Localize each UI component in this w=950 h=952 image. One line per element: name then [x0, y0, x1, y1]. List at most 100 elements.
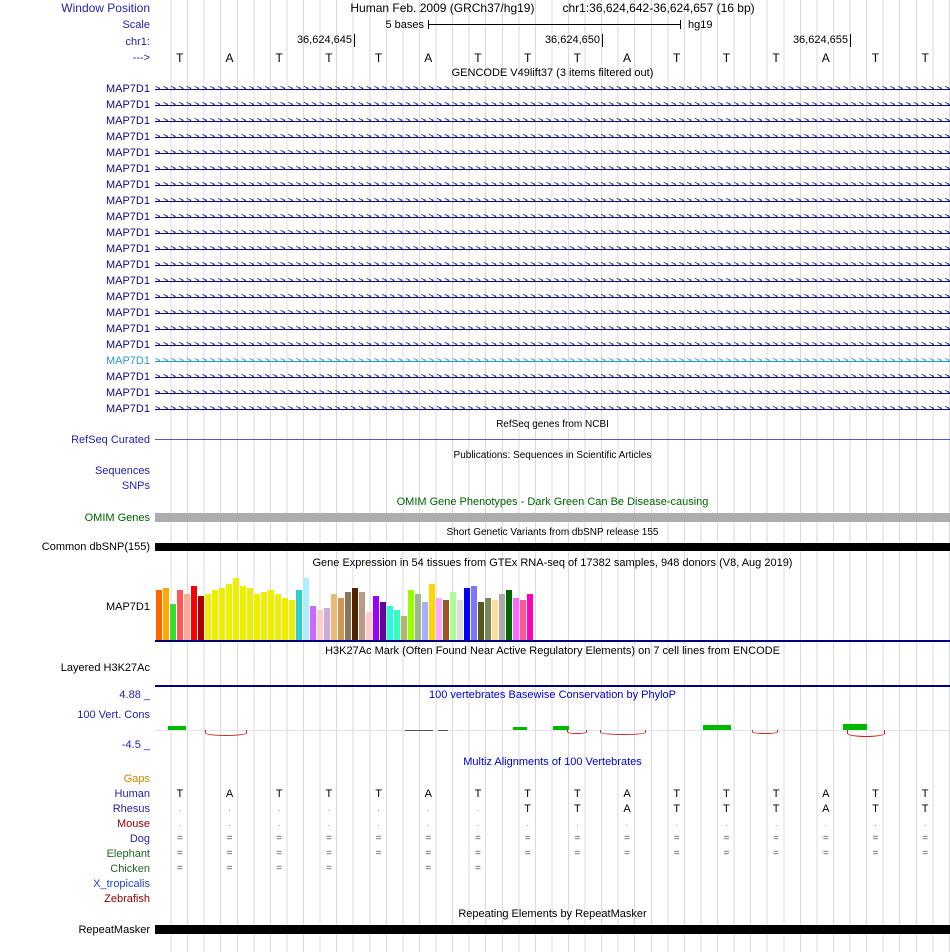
- gene-transcript-6[interactable]: >>>>>>>>>>>>>>>>>>>>>>>>>>>>>>>>>>>>>>>>…: [155, 161, 950, 177]
- gtex-tissue-bar[interactable]: [380, 602, 386, 640]
- gtex-tissue-bar[interactable]: [429, 584, 435, 640]
- gtex-tissue-bar[interactable]: [219, 588, 225, 640]
- gtex-tissue-bar[interactable]: [450, 592, 456, 640]
- species-label[interactable]: Rhesus: [112, 802, 150, 815]
- gene-transcript-18[interactable]: >>>>>>>>>>>>>>>>>>>>>>>>>>>>>>>>>>>>>>>>…: [155, 353, 950, 369]
- gtex-tissue-bar[interactable]: [513, 598, 519, 640]
- gene-transcript-14[interactable]: >>>>>>>>>>>>>>>>>>>>>>>>>>>>>>>>>>>>>>>>…: [155, 289, 950, 305]
- h3k27ac-track[interactable]: [155, 659, 950, 687]
- refseq-curated-label[interactable]: RefSeq Curated: [71, 433, 150, 446]
- gene-row-label[interactable]: MAP7D1: [105, 131, 150, 143]
- gene-transcript-11[interactable]: >>>>>>>>>>>>>>>>>>>>>>>>>>>>>>>>>>>>>>>>…: [155, 241, 950, 257]
- gene-transcript-12[interactable]: >>>>>>>>>>>>>>>>>>>>>>>>>>>>>>>>>>>>>>>>…: [155, 257, 950, 273]
- refseq-gene-line[interactable]: [155, 439, 950, 440]
- gtex-tissue-bar[interactable]: [254, 594, 260, 640]
- gtex-tissue-bar[interactable]: [338, 598, 344, 640]
- gtex-tissue-bar[interactable]: [485, 598, 491, 640]
- gtex-tissue-bar[interactable]: [177, 590, 183, 640]
- gtex-tissue-bar[interactable]: [373, 596, 379, 640]
- gtex-tissue-bar[interactable]: [443, 600, 449, 640]
- gene-transcript-20[interactable]: >>>>>>>>>>>>>>>>>>>>>>>>>>>>>>>>>>>>>>>>…: [155, 385, 950, 401]
- multiz-track-title[interactable]: Multiz Alignments of 100 Vertebrates: [463, 756, 642, 768]
- gene-row-label[interactable]: MAP7D1: [105, 371, 150, 383]
- sequences-label[interactable]: Sequences: [94, 464, 150, 477]
- gene-transcript-15[interactable]: >>>>>>>>>>>>>>>>>>>>>>>>>>>>>>>>>>>>>>>>…: [155, 305, 950, 321]
- repeatmasker-track-title[interactable]: Repeating Elements by RepeatMasker: [458, 908, 647, 920]
- gene-row-label[interactable]: MAP7D1: [105, 307, 150, 319]
- gtex-tissue-bar[interactable]: [268, 590, 274, 640]
- dbsnp-variant-bar[interactable]: [155, 543, 950, 551]
- gene-row-label[interactable]: MAP7D1: [105, 275, 150, 287]
- gene-row-label[interactable]: MAP7D1: [105, 195, 150, 207]
- gtex-tissue-bar[interactable]: [401, 616, 407, 640]
- gene-transcript-3[interactable]: >>>>>>>>>>>>>>>>>>>>>>>>>>>>>>>>>>>>>>>>…: [155, 113, 950, 129]
- gtex-tissue-bar[interactable]: [240, 586, 246, 640]
- h3k27ac-track-title[interactable]: H3K27Ac Mark (Often Found Near Active Re…: [325, 644, 780, 657]
- gtex-tissue-bar[interactable]: [352, 588, 358, 640]
- gtex-tissue-bar[interactable]: [394, 610, 400, 640]
- gtex-tissue-bar[interactable]: [296, 590, 302, 640]
- gtex-tissue-bar[interactable]: [457, 600, 463, 640]
- refseq-curated-track[interactable]: [155, 432, 950, 447]
- gene-row-label[interactable]: MAP7D1: [105, 291, 150, 303]
- gtex-track-title[interactable]: Gene Expression in 54 tissues from GTEx …: [312, 556, 793, 569]
- repeat-element-bar[interactable]: [155, 925, 950, 934]
- phylop-track-label[interactable]: 100 Vert. Cons: [77, 709, 150, 721]
- repeatmasker-label[interactable]: RepeatMasker: [78, 923, 150, 936]
- gtex-tissue-bar[interactable]: [317, 610, 323, 640]
- omim-track-title[interactable]: OMIM Gene Phenotypes - Dark Green Can Be…: [396, 496, 709, 508]
- gene-row-label[interactable]: MAP7D1: [105, 403, 150, 415]
- snps-label[interactable]: SNPs: [121, 480, 150, 492]
- gtex-tissue-bar[interactable]: [156, 590, 162, 640]
- snps-track[interactable]: [155, 478, 950, 494]
- gtex-gene-label[interactable]: MAP7D1: [105, 600, 150, 613]
- gene-transcript-1[interactable]: >>>>>>>>>>>>>>>>>>>>>>>>>>>>>>>>>>>>>>>>…: [155, 81, 950, 97]
- dbsnp-track-title[interactable]: Short Genetic Variants from dbSNP releas…: [446, 527, 659, 538]
- refseq-track-title[interactable]: RefSeq genes from NCBI: [496, 419, 609, 430]
- gtex-tissue-bar[interactable]: [275, 594, 281, 640]
- gtex-tissue-bar[interactable]: [471, 586, 477, 640]
- gtex-tissue-bar[interactable]: [170, 604, 176, 640]
- gtex-tissue-bar[interactable]: [184, 594, 190, 640]
- gene-row-label[interactable]: MAP7D1: [105, 323, 150, 335]
- gtex-tissue-bar[interactable]: [303, 578, 309, 640]
- gene-row-label[interactable]: MAP7D1: [105, 243, 150, 255]
- gene-row-label[interactable]: MAP7D1: [105, 115, 150, 127]
- gtex-tissue-bar[interactable]: [506, 590, 512, 640]
- gtex-tissue-bar[interactable]: [436, 598, 442, 640]
- species-label[interactable]: Dog: [129, 832, 150, 845]
- gtex-tissue-bar[interactable]: [324, 608, 330, 640]
- omim-genes-label[interactable]: OMIM Genes: [84, 511, 150, 524]
- gtex-tissue-bar[interactable]: [478, 602, 484, 640]
- species-label[interactable]: Human: [114, 787, 150, 800]
- repeatmasker-track[interactable]: [155, 922, 950, 937]
- species-label[interactable]: Zebrafish: [104, 892, 150, 905]
- gene-transcript-8[interactable]: >>>>>>>>>>>>>>>>>>>>>>>>>>>>>>>>>>>>>>>>…: [155, 193, 950, 209]
- gtex-tissue-bar[interactable]: [310, 606, 316, 640]
- gtex-tissue-bar[interactable]: [387, 606, 393, 640]
- gtex-expression-track[interactable]: [155, 571, 950, 642]
- gtex-tissue-bar[interactable]: [415, 594, 421, 640]
- publications-track-title[interactable]: Publications: Sequences in Scientific Ar…: [453, 449, 652, 461]
- h3k27ac-label[interactable]: Layered H3K27Ac: [60, 662, 150, 674]
- gene-transcript-17[interactable]: >>>>>>>>>>>>>>>>>>>>>>>>>>>>>>>>>>>>>>>>…: [155, 337, 950, 353]
- gene-transcript-21[interactable]: >>>>>>>>>>>>>>>>>>>>>>>>>>>>>>>>>>>>>>>>…: [155, 401, 950, 417]
- gene-row-label[interactable]: MAP7D1: [105, 179, 150, 191]
- species-label[interactable]: Elephant: [106, 847, 150, 860]
- gtex-tissue-bar[interactable]: [282, 598, 288, 640]
- gtex-tissue-bar[interactable]: [247, 588, 253, 640]
- gene-transcript-19[interactable]: >>>>>>>>>>>>>>>>>>>>>>>>>>>>>>>>>>>>>>>>…: [155, 369, 950, 385]
- phylop-track-title[interactable]: 100 vertebrates Basewise Conservation by…: [428, 689, 677, 701]
- gtex-tissue-bar[interactable]: [492, 600, 498, 640]
- gene-row-label[interactable]: MAP7D1: [105, 227, 150, 239]
- gtex-tissue-bar[interactable]: [226, 584, 232, 640]
- sequences-track[interactable]: [155, 463, 950, 478]
- gtex-tissue-bar[interactable]: [198, 596, 204, 640]
- gene-transcript-4[interactable]: >>>>>>>>>>>>>>>>>>>>>>>>>>>>>>>>>>>>>>>>…: [155, 129, 950, 145]
- dbsnp-track[interactable]: [155, 540, 950, 554]
- gtex-tissue-bar[interactable]: [408, 590, 414, 640]
- gene-transcript-16[interactable]: >>>>>>>>>>>>>>>>>>>>>>>>>>>>>>>>>>>>>>>>…: [155, 321, 950, 337]
- gene-row-label[interactable]: MAP7D1: [105, 259, 150, 271]
- gene-row-label[interactable]: MAP7D1: [105, 355, 150, 367]
- gtex-tissue-bar[interactable]: [289, 600, 295, 640]
